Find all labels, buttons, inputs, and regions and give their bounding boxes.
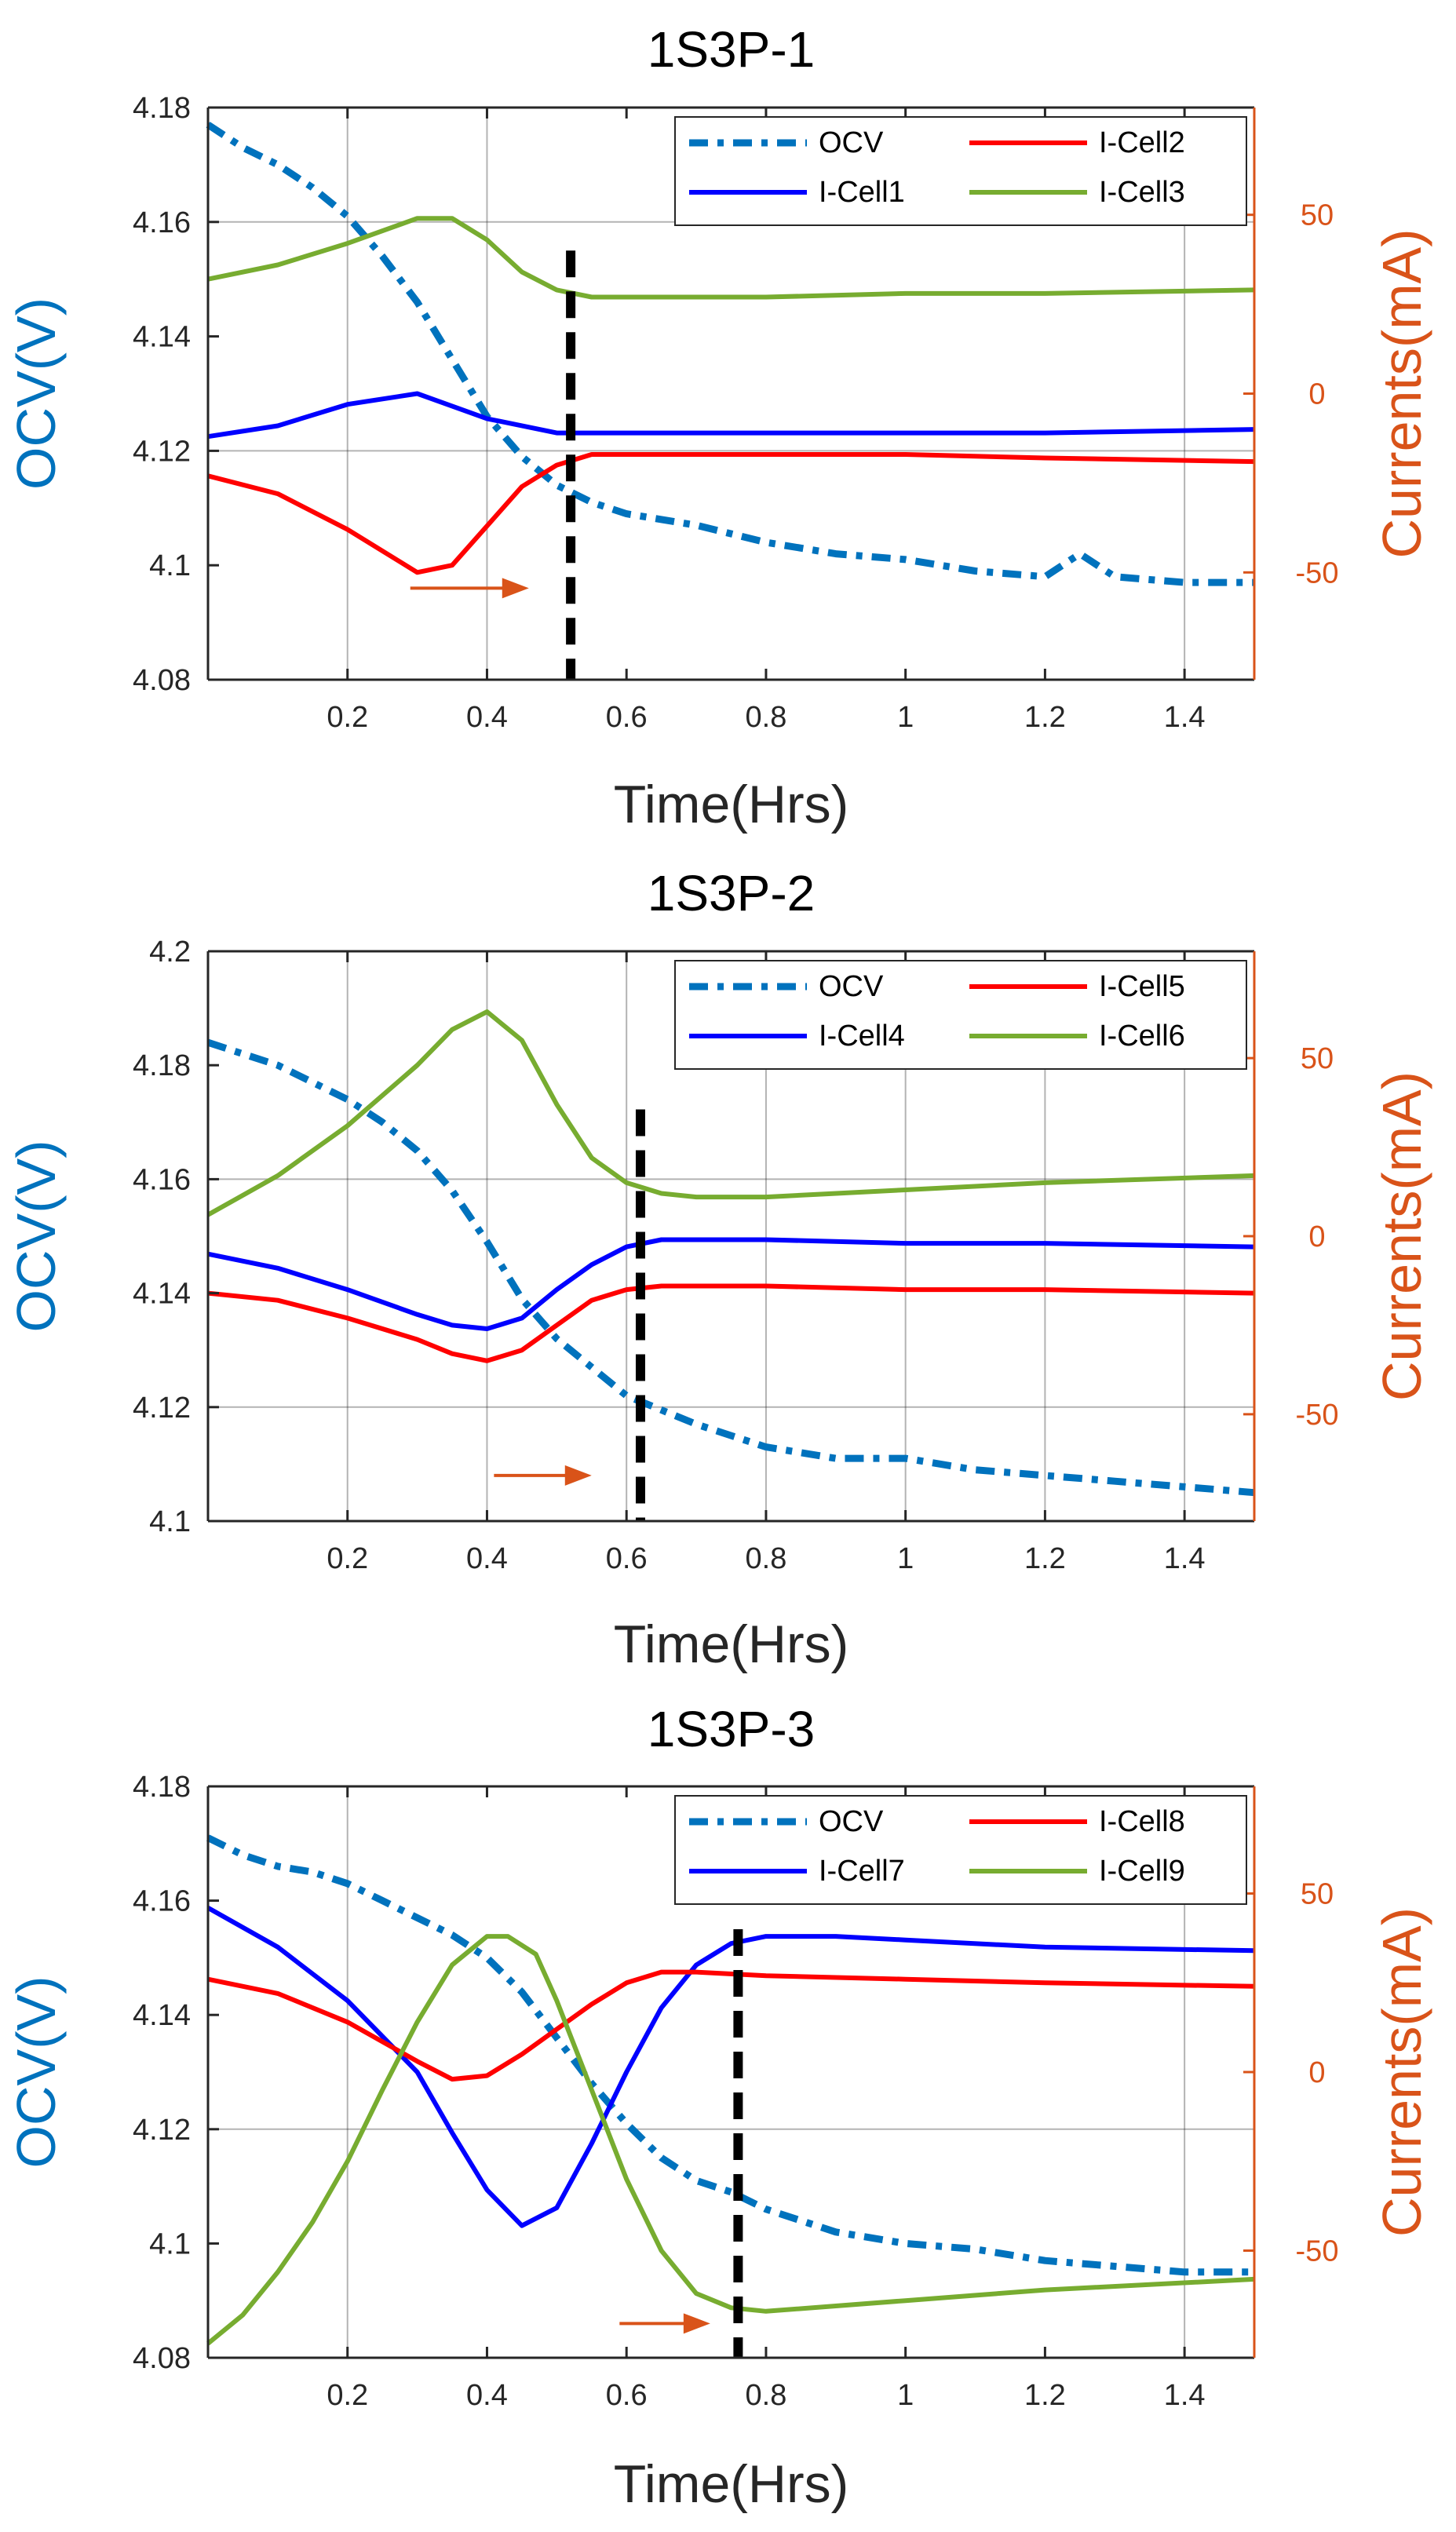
legend-box <box>674 116 1247 226</box>
x-tick-label: 1 <box>897 701 914 734</box>
x-tick-label: 0.4 <box>466 1542 508 1575</box>
series-line-i-cell9 <box>206 1934 1255 2346</box>
y-tick-label-left: 4.14 <box>133 1278 191 1311</box>
legend-label-i-cell9: I-Cell9 <box>1099 1855 1185 1888</box>
y-tick-label-left: 4.14 <box>133 1999 191 2032</box>
x-tick-label: 1.2 <box>1024 1542 1066 1575</box>
y-tick-label-left: 4.12 <box>133 1392 191 1425</box>
y-tick-label-left: 4.12 <box>133 435 191 468</box>
y-tick-label-right: 0 <box>1308 2056 1325 2089</box>
y-tick-label-left: 4.14 <box>133 321 191 354</box>
y-tick-label-right: 50 <box>1301 1042 1334 1075</box>
annotation-arrow-head <box>502 578 529 599</box>
legend-label-i-cell4: I-Cell4 <box>819 1020 905 1053</box>
x-axis-label: Time(Hrs) <box>614 775 849 834</box>
y-tick-label-left: 4.12 <box>133 2114 191 2147</box>
series-line-i-cell3 <box>207 216 1255 300</box>
y-tick-label-left: 4.1 <box>149 2227 191 2260</box>
legend-label-ocv: OCV <box>819 1805 884 1838</box>
x-tick-label: 0.6 <box>606 701 648 734</box>
x-tick-label: 0.4 <box>466 701 508 734</box>
y-axis-label-right: Currents(mA) <box>1371 228 1432 558</box>
x-tick-label: 1.2 <box>1024 701 1066 734</box>
y-tick-label-left: 4.1 <box>149 549 191 582</box>
y-tick-label-left: 4.08 <box>133 2342 191 2375</box>
series-line-i-cell6 <box>206 1009 1255 1217</box>
annotation-arrow-head <box>683 2313 710 2334</box>
y-tick-label-right: 50 <box>1301 1878 1334 1911</box>
y-tick-label-left: 4.1 <box>149 1505 191 1538</box>
y-axis-label-right: Currents(mA) <box>1371 1907 1432 2237</box>
y-tick-label-left: 4.18 <box>133 1771 191 1804</box>
series-line-i-cell7 <box>206 1906 1255 2228</box>
series-line-i-cell5 <box>207 1283 1255 1363</box>
legend-label-i-cell2: I-Cell2 <box>1099 126 1185 159</box>
x-tick-label: 1.4 <box>1164 2379 1206 2412</box>
legend-box <box>674 1795 1247 1905</box>
legend-label-i-cell7: I-Cell7 <box>819 1855 905 1888</box>
y-tick-label-left: 4.16 <box>133 1885 191 1918</box>
y-tick-label-left: 4.18 <box>133 1049 191 1082</box>
x-tick-label: 0.4 <box>466 2379 508 2412</box>
annotation-arrow-head <box>564 1465 592 1486</box>
x-tick-label: 1.4 <box>1164 701 1206 734</box>
legend-label-i-cell5: I-Cell5 <box>1099 970 1185 1003</box>
legend-label-i-cell1: I-Cell1 <box>819 176 905 209</box>
x-tick-label: 0.6 <box>606 2379 648 2412</box>
series-line-i-cell2 <box>207 452 1255 575</box>
x-tick-label: 1.2 <box>1024 2379 1066 2412</box>
x-tick-label: 0.2 <box>327 1542 368 1575</box>
y-tick-label-right: 50 <box>1301 199 1334 232</box>
legend-label-i-cell3: I-Cell3 <box>1099 176 1185 209</box>
y-tick-label-left: 4.08 <box>133 664 191 697</box>
x-tick-label: 1.4 <box>1164 1542 1206 1575</box>
x-tick-label: 1 <box>897 1542 914 1575</box>
y-axis-label-left: OCV(V) <box>5 1976 67 2169</box>
y-tick-label-right: 0 <box>1308 1220 1325 1253</box>
chart-panel-1: 0.2 0.4 0.6 0.8 1 1.2 1.4 4.08 4.1 4.12 4.14 4.16 4.… <box>5 21 1432 834</box>
chart-title: 1S3P-1 <box>648 21 815 78</box>
series-line-ocv <box>206 122 1254 586</box>
y-tick-label-left: 4.16 <box>133 1163 191 1196</box>
legend: OCV I-Cell8 I-Cell7 I-Cell9 <box>674 1795 1247 1905</box>
y-tick-label-left: 4.16 <box>133 206 191 239</box>
legend-label-i-cell8: I-Cell8 <box>1099 1805 1185 1838</box>
y-axis-label-left: OCV(V) <box>5 1140 67 1333</box>
x-tick-label: 0.2 <box>327 701 368 734</box>
legend: OCV I-Cell5 I-Cell4 I-Cell6 <box>674 960 1247 1070</box>
chart-title: 1S3P-3 <box>648 1701 815 1757</box>
x-tick-label: 0.8 <box>746 701 787 734</box>
x-tick-label: 0.6 <box>606 1542 648 1575</box>
x-tick-label: 0.8 <box>746 2379 787 2412</box>
series-line-i-cell8 <box>207 1969 1255 2082</box>
y-axis-label-right: Currents(mA) <box>1371 1071 1432 1401</box>
legend-box <box>674 960 1247 1070</box>
x-axis-label: Time(Hrs) <box>614 1614 849 1674</box>
chart-panel-2: 0.2 0.4 0.6 0.8 1 1.2 1.4 4.1 4.12 4.14 4.16 4.18 4.… <box>5 865 1432 1674</box>
y-tick-label-right: 0 <box>1308 378 1325 411</box>
x-tick-label: 0.8 <box>746 1542 787 1575</box>
y-tick-label-right: -50 <box>1296 2235 1339 2268</box>
legend-label-ocv: OCV <box>819 126 884 159</box>
chart-panel-3: 0.2 0.4 0.6 0.8 1 1.2 1.4 4.08 4.1 4.12 4.14 4.16 4.… <box>5 1701 1432 2514</box>
series-line-i-cell1 <box>207 391 1255 440</box>
x-tick-label: 1 <box>897 2379 914 2412</box>
y-tick-label-left: 4.2 <box>149 936 191 969</box>
y-axis-label-left: OCV(V) <box>5 297 67 490</box>
legend-label-i-cell6: I-Cell6 <box>1099 1020 1185 1053</box>
y-tick-label-right: -50 <box>1296 1399 1339 1432</box>
y-tick-label-right: -50 <box>1296 556 1339 589</box>
legend-label-ocv: OCV <box>819 970 884 1003</box>
chart-title: 1S3P-2 <box>648 865 815 921</box>
y-tick-label-left: 4.18 <box>133 92 191 125</box>
x-axis-label: Time(Hrs) <box>614 2454 849 2514</box>
series-line-ocv <box>206 1038 1255 1497</box>
x-tick-label: 0.2 <box>327 2379 368 2412</box>
legend: OCV I-Cell2 I-Cell1 I-Cell3 <box>674 116 1247 226</box>
series-line-i-cell4 <box>207 1237 1255 1331</box>
